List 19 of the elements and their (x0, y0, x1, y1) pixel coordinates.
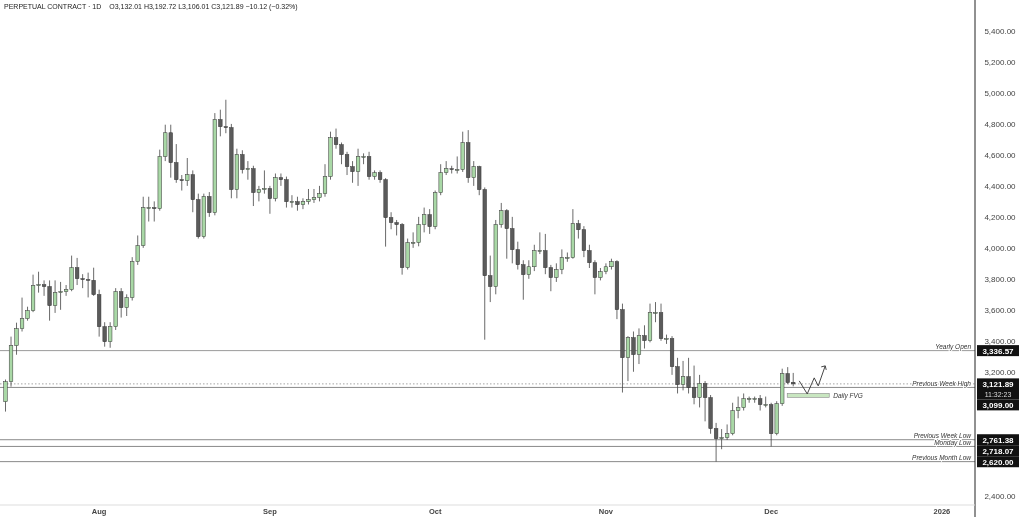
text: 3,336.57 (982, 346, 1015, 356)
text: 3,121.89 (982, 379, 1015, 389)
y-tick-label: 5,000.00 (984, 88, 1017, 98)
y-tick-label: 5,200.00 (984, 57, 1017, 67)
y-tick-label: 2,400.00 (984, 491, 1017, 501)
y-tick-label: 4,000.00 (984, 243, 1017, 253)
text: 2,620.00 (982, 457, 1015, 467)
y-tick-label: 3,800.00 (984, 274, 1017, 284)
y-tick-label: 3,200.00 (984, 367, 1017, 377)
text: 2,718.07 (982, 446, 1015, 456)
y-tick-label: 4,400.00 (984, 181, 1017, 191)
y-tick-label: 3,600.00 (984, 305, 1017, 315)
text: 3,099.00 (982, 400, 1015, 410)
y-tick-label: 4,800.00 (984, 119, 1017, 129)
text: 2,761.38 (982, 435, 1015, 445)
y-tick-label: 5,400.00 (984, 26, 1017, 36)
y-tick-label: 3,400.00 (984, 336, 1017, 346)
y-tick-label: 4,600.00 (984, 150, 1017, 160)
y-tick-label: 4,200.00 (984, 212, 1017, 222)
